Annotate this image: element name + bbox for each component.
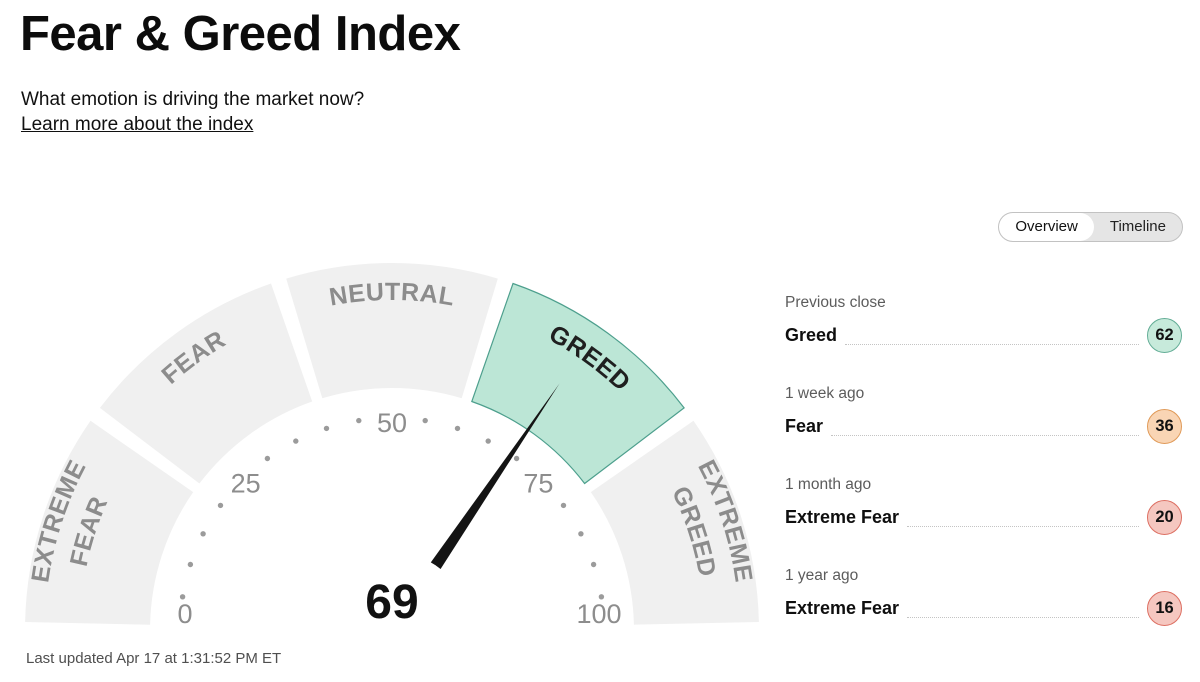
gauge-tick-dot (578, 531, 584, 537)
gauge-segment-greed (471, 282, 685, 485)
history-row: Previous close Greed 62 (785, 293, 1182, 353)
gauge-tick-dot (187, 561, 194, 568)
page-title: Fear & Greed Index (20, 7, 461, 61)
history-period-label: 1 year ago (785, 567, 859, 584)
gauge-tick-dot (293, 438, 299, 444)
gauge-tick-number: 50 (377, 408, 407, 438)
footer: Last updated Apr 17 at 1:31:52 PM ET (26, 650, 281, 667)
page-subtitle: What emotion is driving the market now? (21, 89, 365, 110)
gauge-tick-dot (598, 594, 605, 600)
gauge-center-circle (314, 552, 470, 646)
history-sentiment-label: Extreme Fear (785, 597, 900, 618)
gauge-tick-dot (323, 425, 330, 432)
gauge-tick-dot (485, 438, 491, 444)
gauge-segment-extreme-greed (590, 420, 759, 625)
view-tabs: Overview Timeline (998, 212, 1183, 242)
tab-overview[interactable]: Overview (999, 213, 1094, 241)
gauge-segment-fear (99, 283, 313, 484)
history-period-label: 1 week ago (785, 385, 865, 402)
dotted-leader (831, 435, 1139, 436)
dotted-leader (907, 526, 1139, 527)
gauge-tick-dot (590, 561, 597, 568)
sentiment-value-badge: 16 (1147, 590, 1182, 626)
gauge-tick-dot (200, 531, 206, 537)
history-sentiment-label: Greed (785, 324, 838, 345)
history-row: 1 week ago Fear 36 (785, 384, 1182, 444)
history-panel: Previous close Greed 62 1 week ago Fear 36 1 m… (785, 293, 1182, 657)
gauge-tick-dot (264, 455, 271, 462)
gauge-segment-neutral (286, 263, 498, 399)
history-period-label: 1 month ago (785, 476, 872, 493)
gauge-tick-dot (422, 417, 428, 424)
dotted-leader (845, 344, 1139, 345)
dotted-leader (907, 617, 1139, 618)
sentiment-value-badge: 36 (1147, 408, 1182, 444)
gauge-tick-number: 100 (576, 599, 621, 629)
gauge-value: 69 (365, 576, 418, 629)
history-value-line: Extreme Fear 16 (785, 590, 1182, 626)
gauge-tick-dot (560, 502, 567, 509)
sentiment-value-badge: 62 (1147, 317, 1182, 353)
fear-greed-gauge: EXTREMEFEARFEARNEUTRALGREEDEXTREMEGREED0… (25, 263, 759, 646)
history-row: 1 month ago Extreme Fear 20 (785, 475, 1182, 535)
history-value-line: Extreme Fear 20 (785, 499, 1182, 535)
last-updated-text: Last updated Apr 17 at 1:31:52 PM ET (26, 650, 282, 667)
gauge-tick-dot (217, 502, 224, 509)
gauge-tick-dot (513, 455, 520, 462)
history-value-line: Fear 36 (785, 408, 1182, 444)
history-value-line: Greed 62 (785, 317, 1182, 353)
gauge-segment-extreme-fear (25, 420, 194, 625)
gauge-tick-dot (356, 417, 362, 424)
gauge-chart: EXTREME FEAR FEAR NEUTRAL GREED EXTREME GREED 0… (12, 240, 772, 646)
learn-more-link[interactable]: Learn more about the index (21, 114, 254, 135)
gauge-tick-dot (179, 594, 186, 600)
history-period-label: Previous close (785, 294, 886, 311)
tab-timeline[interactable]: Timeline (1094, 213, 1182, 241)
gauge-segment-label: NEUTRAL (327, 278, 456, 312)
gauge-tick-number: 25 (231, 469, 261, 499)
history-sentiment-label: Fear (785, 415, 824, 436)
gauge-tick-number: 75 (523, 469, 553, 499)
gauge-tick-number: 0 (177, 599, 192, 629)
history-row: 1 year ago Extreme Fear 16 (785, 566, 1182, 626)
history-sentiment-label: Extreme Fear (785, 506, 900, 527)
sentiment-value-badge: 20 (1147, 499, 1182, 535)
gauge-tick-dot (454, 425, 461, 432)
